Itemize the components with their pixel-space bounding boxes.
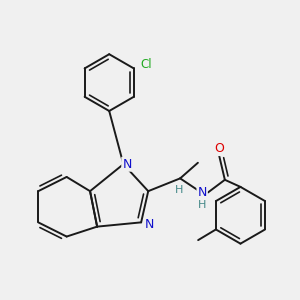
Text: H: H [198, 200, 206, 210]
Text: O: O [214, 142, 224, 155]
Text: N: N [122, 158, 132, 171]
Text: N: N [197, 186, 207, 199]
Text: Cl: Cl [141, 58, 152, 71]
Text: H: H [175, 185, 183, 195]
Text: N: N [145, 218, 154, 231]
